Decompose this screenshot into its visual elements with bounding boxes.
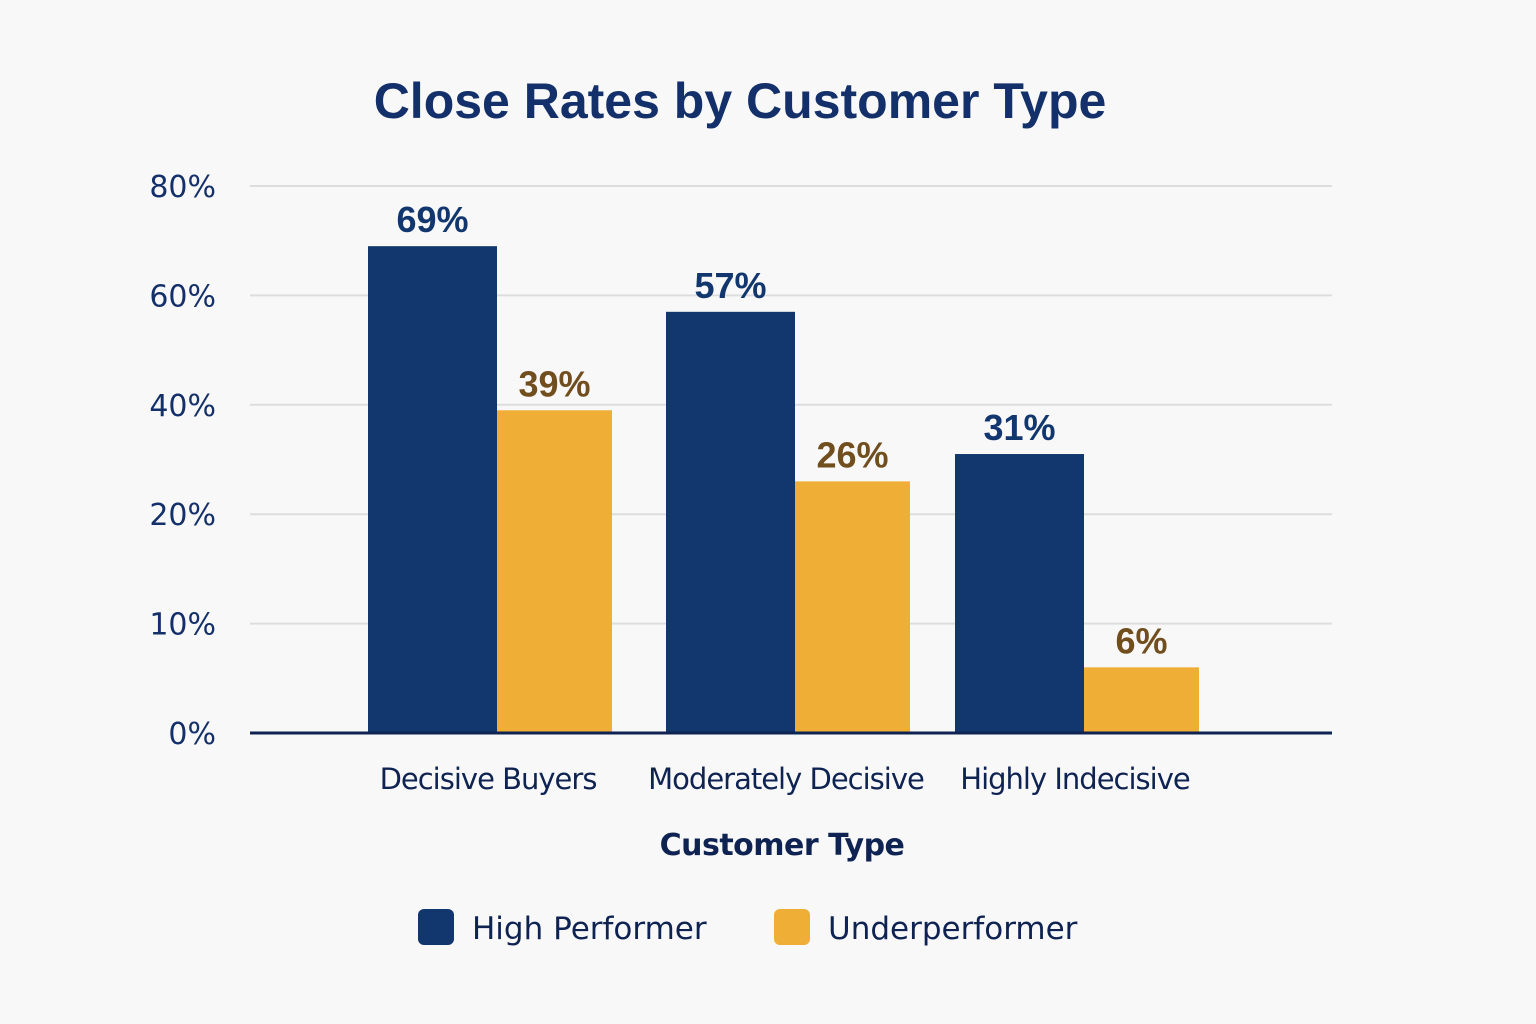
x-axis-ticks: Decisive Buyers Moderately Decisive Highly… (380, 762, 1191, 796)
x-tick-label: Highly Indecisive (960, 762, 1190, 796)
data-label: 57% (694, 265, 766, 306)
y-axis-ticks: 0% 10% 20% 40% 60% 80% (149, 170, 216, 752)
data-label: 39% (518, 363, 590, 404)
x-axis-title: Customer Type (660, 828, 905, 863)
x-tick-label: Decisive Buyers (380, 762, 597, 796)
bar-high-performer (368, 246, 497, 734)
y-tick-label: 60% (149, 279, 216, 314)
legend: High Performer Underperformer (418, 909, 1078, 947)
y-tick-label: 80% (149, 170, 216, 205)
y-tick-label: 10% (149, 608, 216, 643)
legend-item: Underperformer (774, 909, 1078, 947)
data-label: 31% (983, 407, 1055, 448)
legend-item: High Performer (418, 909, 707, 947)
bar-high-performer (955, 454, 1084, 733)
y-tick-label: 20% (149, 498, 216, 533)
bar-underperformer (497, 410, 612, 733)
data-labels: 69% 39% 57% 26% 31% 6% (396, 199, 1167, 661)
x-tick-label: Moderately Decisive (648, 762, 924, 796)
data-label: 26% (816, 434, 888, 475)
legend-swatch (418, 909, 454, 945)
bar-high-performer (666, 311, 795, 733)
bars (368, 246, 1199, 734)
legend-label: Underperformer (828, 911, 1078, 947)
y-tick-label: 40% (149, 389, 216, 424)
y-tick-label: 0% (168, 717, 216, 752)
bar-underperformer (795, 481, 910, 733)
legend-label: High Performer (472, 911, 707, 947)
data-label: 6% (1115, 620, 1167, 661)
bar-underperformer (1084, 667, 1199, 733)
chart-title: Close Rates by Customer Type (374, 73, 1107, 129)
legend-swatch (774, 909, 810, 945)
data-label: 69% (396, 199, 468, 240)
